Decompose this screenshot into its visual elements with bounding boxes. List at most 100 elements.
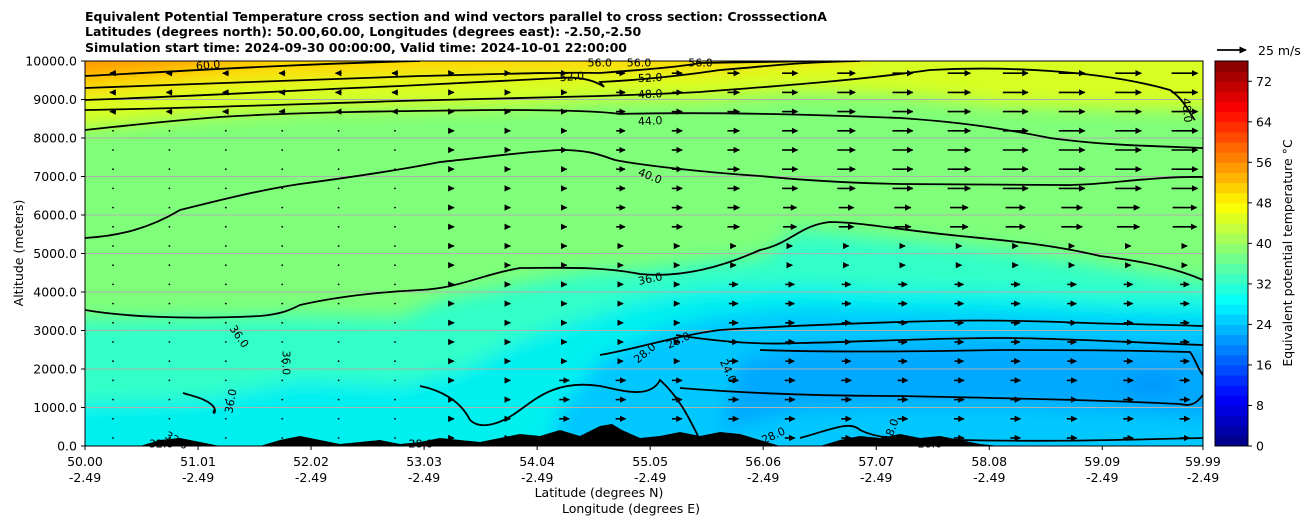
y-tick-label: 2000.0 (33, 362, 77, 377)
contour-label: 60.0 (195, 58, 221, 73)
wind-vector (281, 341, 284, 343)
wind-vector (224, 302, 227, 305)
colorbar-band (1215, 344, 1248, 356)
x-tick-label-latitude: 55.05 (632, 454, 668, 469)
wind-vector (281, 398, 284, 401)
x-axis: 50.00-2.4951.01-2.4952.02-2.4953.03-2.49… (67, 446, 1221, 485)
colorbar-tick-label: 8 (1256, 398, 1264, 413)
wind-vector (224, 149, 227, 151)
y-tick-label: 7000.0 (33, 169, 77, 184)
grid-lines (85, 99, 1203, 408)
contour-label: 28.0 (408, 438, 433, 451)
colorbar-band (1215, 375, 1248, 386)
colorbar-band (1215, 152, 1248, 163)
wind-vector (224, 417, 227, 420)
wind-vector (281, 360, 284, 363)
wind-vector (112, 129, 114, 132)
y-tick-label: 9000.0 (33, 92, 77, 107)
wind-vector (112, 417, 114, 420)
wind-vector (224, 129, 227, 132)
wind-vector (337, 417, 340, 420)
wind-vector (281, 225, 284, 228)
wind-vector (224, 245, 227, 247)
x-tick-label-longitude: -2.49 (973, 470, 1005, 485)
plot-area (85, 61, 1203, 446)
wind-vector (337, 129, 340, 132)
wind-vector (337, 379, 340, 382)
colorbar-band (1215, 294, 1248, 305)
wind-vector (394, 149, 396, 151)
band-upper-gold (85, 61, 844, 96)
wind-vector (168, 398, 171, 401)
colorbar-tick-label: 72 (1256, 74, 1272, 89)
colorbar-band (1215, 192, 1248, 204)
wind-vector (394, 360, 396, 363)
wind-vector (281, 379, 284, 382)
x-tick-label-latitude: 57.07 (858, 454, 894, 469)
wind-vector (224, 360, 227, 363)
x-tick-label-longitude: -2.49 (521, 470, 553, 485)
colorbar: 0 8 16 24 32 40 48 56 64 72 (1214, 60, 1272, 454)
wind-vector (168, 379, 171, 382)
contour-line-24-lower (679, 387, 1203, 406)
wind-vector (168, 129, 171, 132)
x-tick-label-longitude: -2.49 (860, 470, 892, 485)
wind-vector (112, 379, 114, 382)
colorbar-band (1215, 425, 1248, 437)
wind-vector (112, 187, 114, 190)
colorbar-band (1215, 334, 1248, 346)
colorbar-tick-label: 64 (1256, 114, 1272, 129)
wind-vector (168, 149, 171, 151)
wind-vector (337, 245, 340, 247)
wind-vector (168, 168, 171, 171)
wind-vector (394, 187, 396, 190)
wind-vector (394, 302, 396, 305)
band-upper-orange (85, 61, 220, 76)
wind-vector (337, 206, 340, 209)
x-tick-label-longitude: -2.49 (182, 470, 214, 485)
x-tick-label-longitude: -2.49 (1187, 470, 1219, 485)
wind-vector (337, 225, 340, 228)
contour-line-36 (85, 221, 1203, 319)
y-tick-label: 4000.0 (33, 285, 77, 300)
wind-vector (112, 206, 114, 209)
colorbar-tick-label: 40 (1256, 236, 1272, 251)
wind-vector (394, 264, 396, 267)
x-axis-label-longitude: Longitude (degrees E) (562, 501, 700, 516)
terrain (85, 424, 1203, 446)
x-tick-label-latitude: 51.01 (180, 454, 216, 469)
wind-vector (224, 437, 227, 439)
chart-title-line-1: Equivalent Potential Temperature cross s… (85, 9, 827, 24)
wind-vector (168, 437, 171, 439)
wind-vector (337, 360, 340, 363)
colorbar-band (1215, 395, 1248, 406)
colorbar-band (1215, 202, 1248, 214)
contour-line-24-upper (759, 349, 1203, 376)
colorbar-tick-label: 16 (1256, 357, 1272, 372)
colorbar-band (1215, 385, 1248, 396)
wind-vector (337, 302, 340, 305)
colorbar-tick-label: 48 (1256, 195, 1272, 210)
colorbar-band (1215, 233, 1248, 244)
colorbar-band (1215, 314, 1248, 325)
wind-vector (224, 379, 227, 382)
wind-vector (281, 206, 284, 209)
colorbar-band (1215, 71, 1248, 82)
colorbar-band (1215, 263, 1248, 275)
wind-vector (224, 206, 227, 209)
contour-label: 36.0 (637, 270, 664, 288)
contour-line-60 (85, 61, 421, 77)
wind-vector (281, 417, 284, 420)
colorbar-band (1215, 253, 1248, 265)
colorbar-band (1215, 101, 1248, 113)
colorbar-band (1215, 91, 1248, 103)
wind-vector (337, 398, 340, 401)
colorbar-tick-label: 32 (1256, 276, 1272, 291)
wind-vector (394, 245, 396, 247)
wind-vector (281, 283, 284, 286)
colorbar-frame (1214, 60, 1249, 447)
wind-vector (337, 321, 340, 324)
wind-vector (394, 129, 396, 132)
wind-vector (168, 283, 171, 286)
